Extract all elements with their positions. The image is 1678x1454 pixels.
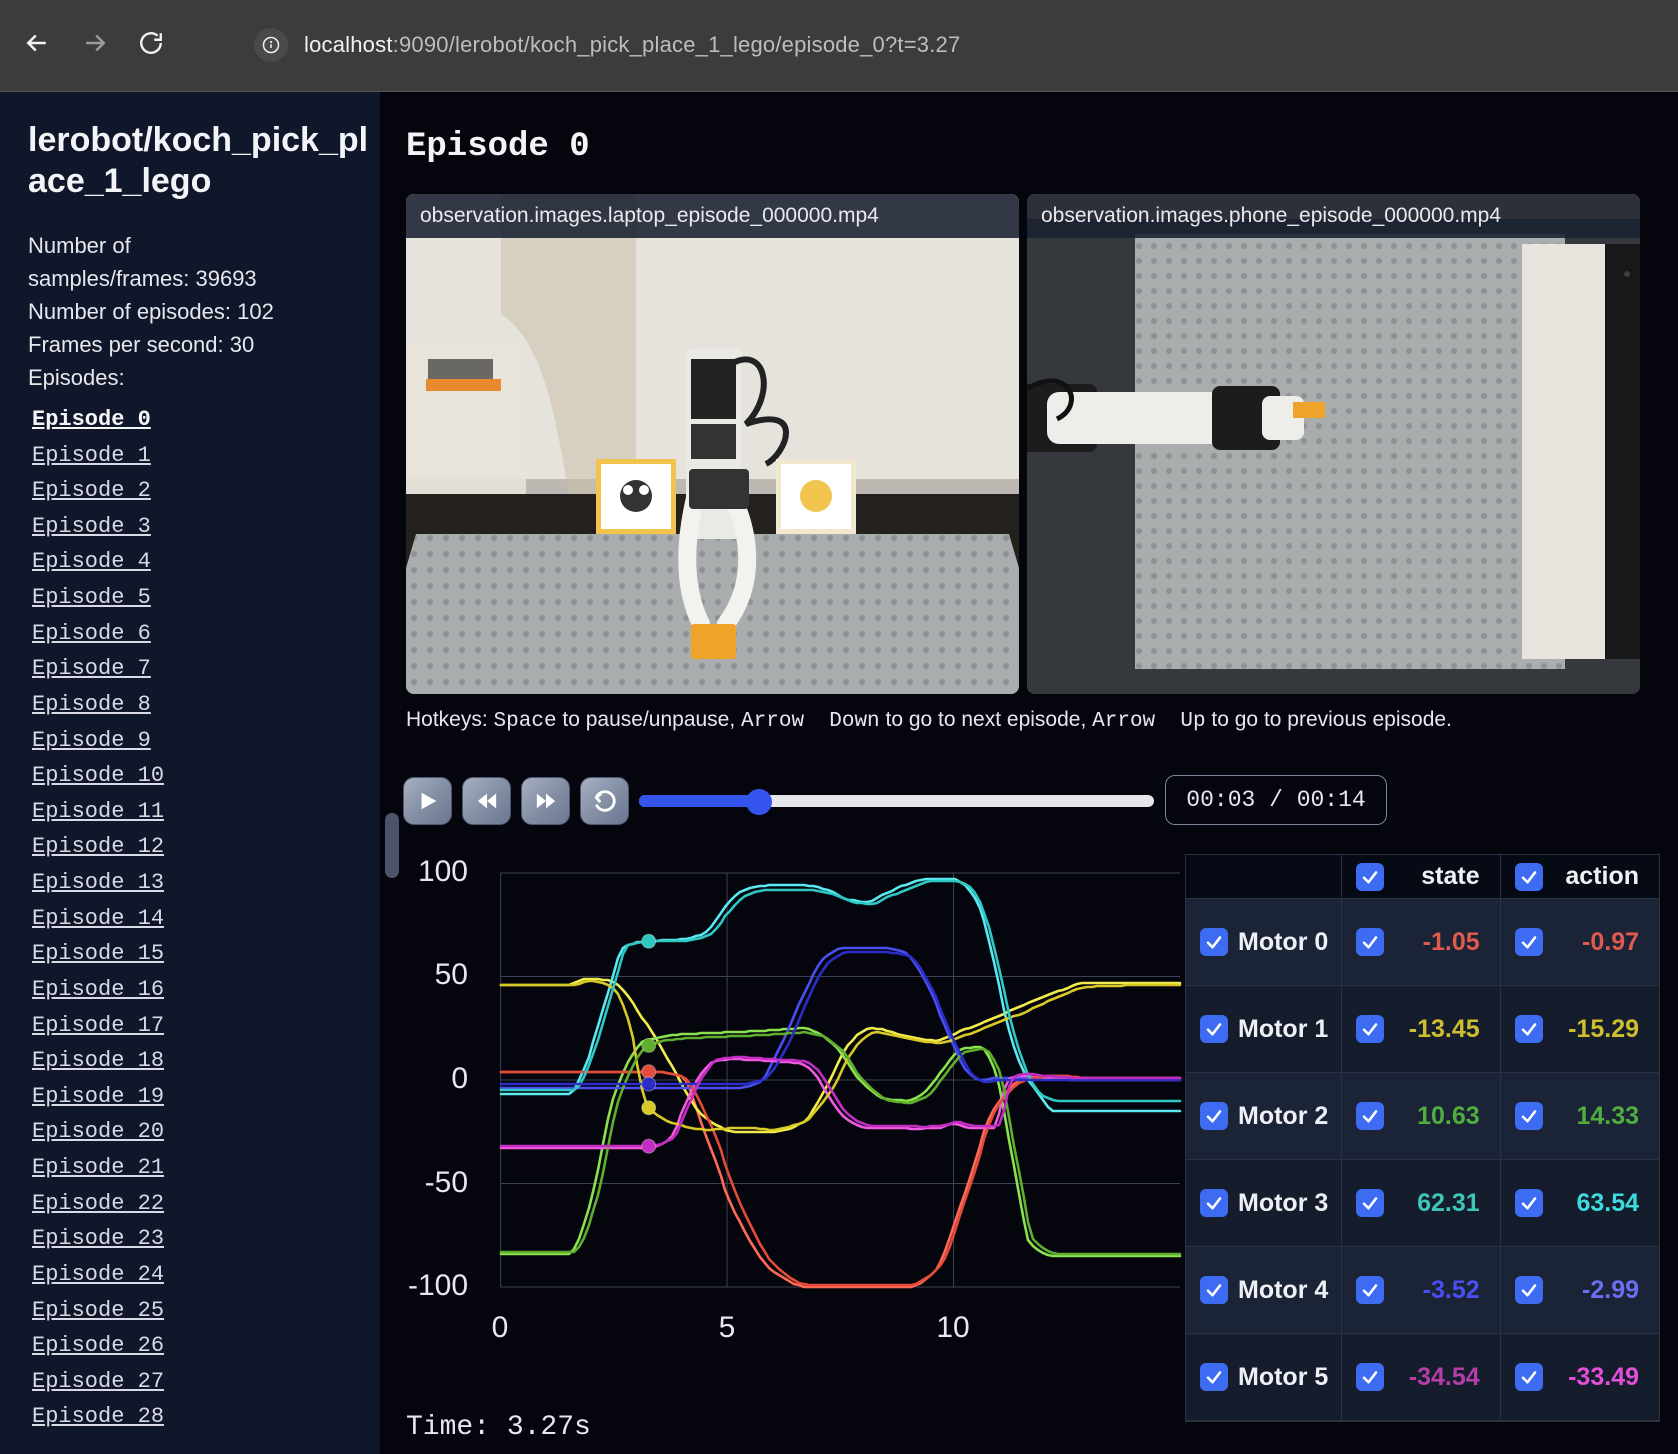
svg-text:5: 5 <box>719 1311 736 1344</box>
svg-text:0: 0 <box>492 1311 509 1344</box>
svg-text:-50: -50 <box>425 1166 468 1199</box>
svg-text:10: 10 <box>936 1311 969 1344</box>
svg-text:100: 100 <box>418 855 468 888</box>
svg-text:0: 0 <box>451 1062 468 1095</box>
svg-text:-100: -100 <box>408 1269 468 1302</box>
svg-text:50: 50 <box>435 958 468 991</box>
